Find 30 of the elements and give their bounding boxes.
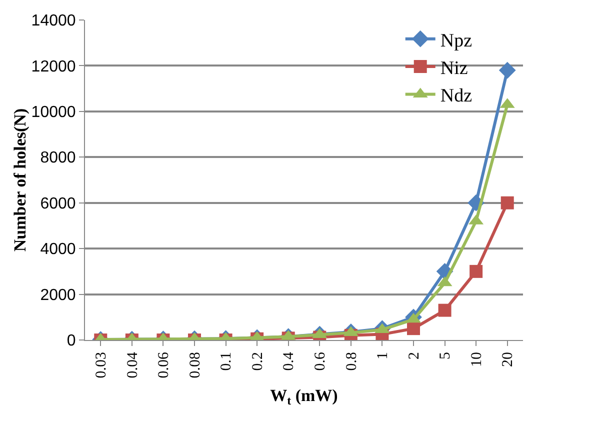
legend-label: Ndz bbox=[440, 86, 472, 107]
point bbox=[500, 196, 514, 210]
point bbox=[498, 62, 516, 79]
y-tick-label: 10000 bbox=[31, 104, 76, 122]
x-axis-title: W$_{t}$ (mW) bbox=[270, 386, 338, 408]
x-tick-label: 10 bbox=[468, 352, 485, 367]
legend-label: Niz bbox=[440, 58, 468, 79]
y-tick-label: 8000 bbox=[40, 150, 76, 167]
x-tick-label: 0.08 bbox=[187, 352, 204, 378]
x-tick-label: 0.03 bbox=[94, 352, 110, 378]
legend-label: Npz bbox=[440, 30, 472, 52]
y-tick-label: 4000 bbox=[40, 241, 76, 258]
y-tick-label: 0 bbox=[66, 332, 76, 350]
x-tick-label: 0.4 bbox=[281, 352, 298, 371]
y-tick-label: 6000 bbox=[40, 195, 76, 212]
y-tick-label: 14000 bbox=[31, 12, 76, 30]
x-tick-label: 0.6 bbox=[312, 352, 329, 371]
x-tick-label: 0.06 bbox=[156, 352, 172, 378]
y-tick-label: 2000 bbox=[40, 286, 76, 304]
y-tick-label: 12000 bbox=[31, 58, 76, 76]
x-tick-label: 0.8 bbox=[344, 352, 360, 371]
x-tick-label: 0.2 bbox=[250, 352, 266, 371]
x-tick-label: 1 bbox=[375, 352, 392, 360]
x-tick-label: 2 bbox=[406, 352, 422, 360]
x-tick-label: 0.1 bbox=[218, 352, 235, 371]
x-tick-label: 20 bbox=[500, 352, 516, 367]
x-tick-label: 5 bbox=[438, 352, 454, 360]
x-tick-label: 0.04 bbox=[124, 352, 141, 378]
y-axis-title: Number of holes(N) bbox=[10, 108, 30, 252]
point bbox=[470, 264, 483, 278]
